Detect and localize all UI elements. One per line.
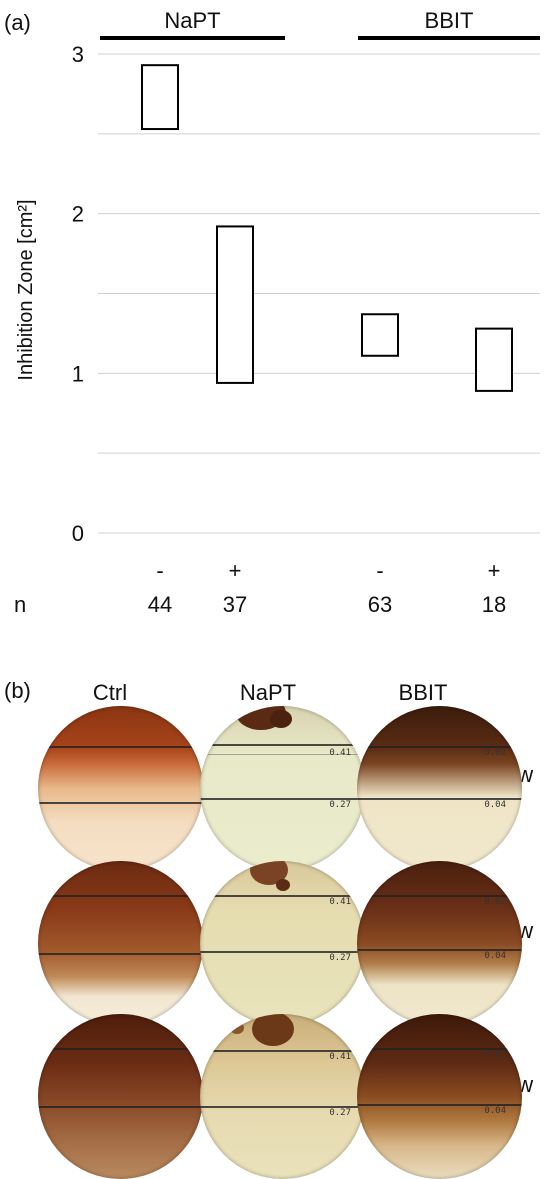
x-category-label: -: [156, 558, 163, 583]
bar: [141, 64, 179, 131]
bars: [141, 64, 513, 392]
plate-mark-bbit-1w-lower: 0.04: [484, 800, 506, 810]
n-count: 37: [223, 592, 247, 617]
y-tick-label: 1: [72, 361, 84, 386]
panel-b-label: (b): [4, 678, 31, 703]
plate-mark-napt-3w-upper: 0.41: [329, 1052, 351, 1062]
y-axis-label: Inhibition Zone [cm²]: [15, 199, 37, 380]
plate-napt-1w: 0.41 0.27: [200, 706, 365, 871]
x-category-label: -: [376, 558, 383, 583]
plate-mark-bbit-3w-lower: 0.04: [484, 1106, 506, 1116]
plate-bbit-2w: 0.02 0.04: [357, 861, 522, 1026]
plate-mark-bbit-2w-upper: 0.02: [484, 897, 506, 907]
x-category-label: +: [229, 558, 242, 583]
plate-mark-bbit-1w-upper: 0.02: [484, 748, 506, 758]
plate-mark-napt-1w-upper: 0.41: [329, 748, 351, 758]
plate-bbit-3w: 0.02 0.04: [357, 1014, 522, 1179]
y-tick-label: 3: [72, 42, 84, 67]
n-count: 44: [148, 592, 172, 617]
column-label-napt: NaPT: [239, 680, 297, 705]
column-label-ctrl: Ctrl: [92, 680, 128, 705]
group-header-label: BBIT: [425, 8, 474, 33]
y-tick-label: 0: [72, 521, 84, 546]
plate-ctrl-3w: [38, 1014, 203, 1179]
plate-ctrl-1w: [38, 706, 203, 871]
plate-mark-napt-2w-upper: 0.41: [329, 897, 351, 907]
group-header-label: NaPT: [164, 8, 220, 33]
y-tick-label: 2: [72, 202, 84, 227]
plate-mark-napt-2w-lower: 0.27: [329, 953, 351, 963]
group-headers: NaPT BBIT: [100, 8, 540, 40]
plate-mark-bbit-2w-lower: 0.04: [484, 951, 506, 961]
plate-mark-napt-3w-lower: 0.27: [329, 1108, 351, 1118]
panel-a-label: (a): [4, 10, 31, 35]
x-category-label: +: [488, 558, 501, 583]
y-tick-labels: 0 1 2 3: [72, 42, 84, 546]
column-label-bbit: BBIT: [398, 680, 448, 705]
bar: [216, 225, 254, 384]
n-label: n: [14, 592, 26, 617]
n-counts: 44 37 63 18: [148, 592, 506, 617]
x-category-labels: - + - +: [156, 558, 500, 583]
bar: [361, 313, 399, 357]
n-count: 18: [482, 592, 506, 617]
gridlines: [98, 53, 540, 534]
plate-ctrl-2w: [38, 861, 203, 1026]
plate-bbit-1w: 0.02 0.04: [357, 706, 522, 871]
bar: [475, 327, 513, 392]
plate-napt-3w: 0.41 0.27: [200, 1014, 365, 1179]
plate-mark-bbit-3w-upper: 0.02: [484, 1050, 506, 1060]
n-count: 63: [368, 592, 392, 617]
plate-napt-2w: 0.41 0.27: [200, 861, 365, 1026]
plate-mark-napt-1w-lower: 0.27: [329, 800, 351, 810]
